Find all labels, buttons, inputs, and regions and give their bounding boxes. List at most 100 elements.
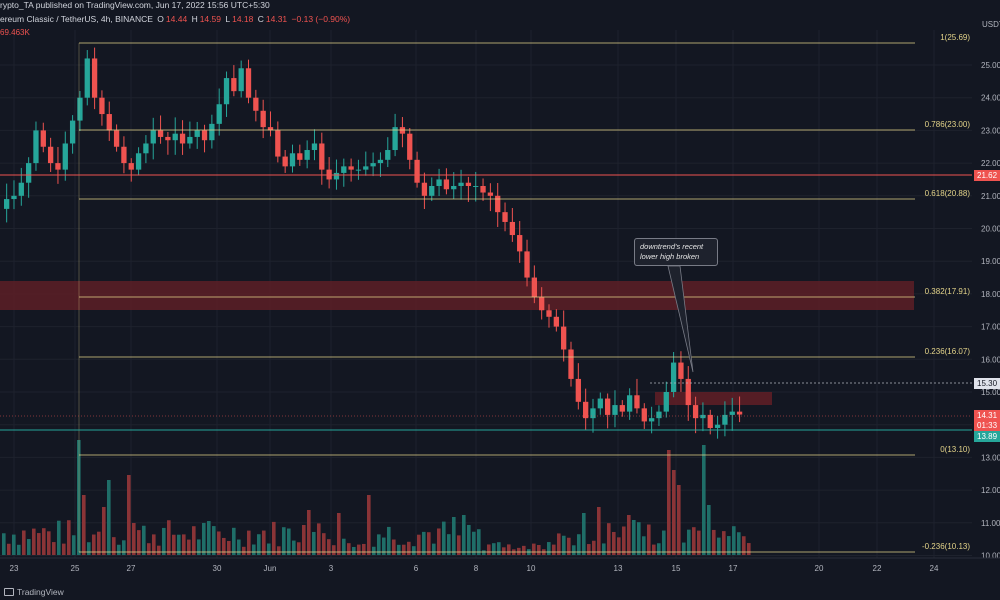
candle-body <box>612 405 618 415</box>
volume-bar <box>22 530 26 555</box>
volume-bar <box>232 527 236 555</box>
volume-bar <box>217 531 221 555</box>
time-axis-tick: 23 <box>10 564 19 573</box>
volume-bar <box>402 544 406 555</box>
candle-body <box>458 182 464 186</box>
volume-bar <box>132 523 136 555</box>
volume-bar <box>342 538 346 555</box>
volume-bar <box>607 523 611 555</box>
candle-body <box>348 166 354 170</box>
volume-bar <box>447 534 451 555</box>
volume-bar <box>577 534 581 555</box>
candle-body <box>77 97 83 121</box>
tradingview-logo[interactable]: TradingView <box>4 587 64 597</box>
fib-level-label: 0(13.10) <box>940 445 970 454</box>
volume-bar <box>622 526 626 555</box>
footer-bar: TradingView <box>0 586 1000 600</box>
candle-body <box>736 411 743 415</box>
candle-body <box>231 78 237 92</box>
candle-body <box>604 398 611 415</box>
fib-level-label: 0.382(17.91) <box>925 287 971 296</box>
candle-body <box>509 221 516 236</box>
volume-bar <box>2 533 6 555</box>
volume-bar <box>727 536 731 555</box>
volume-bar <box>47 531 51 555</box>
volume-bar <box>172 534 176 555</box>
volume-bar <box>92 534 96 555</box>
volume-bar <box>32 528 36 555</box>
volume-bar <box>222 537 226 555</box>
volume-bar <box>722 531 726 555</box>
volume-bar <box>52 542 56 555</box>
volume-bar <box>152 534 156 555</box>
volume-bar <box>732 526 736 555</box>
volume-bar <box>567 537 571 555</box>
candle-body <box>619 405 625 412</box>
volume-readout: 69.463K <box>0 28 30 37</box>
volume-bar <box>522 545 526 555</box>
price-axis-tick: 21.00 <box>981 192 1000 201</box>
volume-bar <box>397 544 401 555</box>
volume-bar <box>712 529 716 555</box>
volume-bar <box>417 534 421 555</box>
price-axis-tick: 13.00 <box>981 453 1000 462</box>
volume-bar <box>272 521 276 555</box>
candle-body <box>465 182 472 186</box>
volume-bar <box>422 531 426 555</box>
volume-bar <box>597 507 601 555</box>
candle-body <box>641 408 647 422</box>
time-axis-tick: 17 <box>729 564 738 573</box>
volume-bar <box>627 515 631 555</box>
publisher-text: rypto_TA published on TradingView.com, J… <box>0 0 270 10</box>
candle-body <box>451 185 457 190</box>
volume-bar <box>692 527 696 555</box>
candle-body <box>700 414 706 419</box>
candle-body <box>729 411 735 415</box>
callout-annotation[interactable]: downtrend's recent lower high broken <box>634 238 718 266</box>
volume-bar <box>617 537 621 555</box>
volume-bar <box>202 522 206 555</box>
volume-bar <box>57 520 61 555</box>
close-value: 14.31 <box>265 14 288 24</box>
candle-body <box>40 130 46 147</box>
volume-bar <box>427 532 431 555</box>
candle-body <box>663 392 669 412</box>
volume-bar <box>257 534 261 555</box>
time-axis-tick: 30 <box>213 564 222 573</box>
time-axis-tick: 27 <box>127 564 136 573</box>
high-value: 14.59 <box>199 14 221 24</box>
candle-body <box>165 136 171 141</box>
candle-body <box>150 130 156 144</box>
volume-bar <box>452 517 456 555</box>
volume-bar <box>467 524 471 555</box>
volume-bar <box>82 495 86 555</box>
symbol-name[interactable]: ereum Classic / TetherUS, 4h, BINANCE <box>0 14 153 24</box>
time-axis-tick: Jun <box>264 564 277 573</box>
volume-bar <box>242 546 246 555</box>
candle-body <box>370 163 376 167</box>
fib-level-label: 0.618(20.88) <box>925 189 971 198</box>
volume-bar <box>147 543 151 555</box>
fib-level-label: -0.236(10.13) <box>922 542 970 551</box>
price-axis-tick: 11.00 <box>981 519 1000 528</box>
red-line-price-badge: 21.62 <box>974 170 1000 181</box>
volume-bar <box>387 526 391 555</box>
candle-body <box>33 130 39 164</box>
volume-bar <box>702 445 706 555</box>
volume-bar <box>487 544 491 555</box>
volume-bar <box>157 545 161 555</box>
price-axis-tick: 23.00 <box>981 126 1000 135</box>
volume-bar <box>502 547 506 555</box>
volume-bar <box>197 539 201 555</box>
currency-label: USDT <box>982 20 1000 29</box>
volume-bar <box>167 520 171 555</box>
volume-bar <box>432 543 436 555</box>
volume-bar <box>72 535 76 555</box>
volume-bar <box>322 533 326 555</box>
candle-body <box>143 143 149 154</box>
volume-bar <box>112 537 116 555</box>
candle-body <box>18 182 24 196</box>
price-axis-tick: 20.00 <box>981 225 1000 234</box>
volume-bar <box>317 523 321 555</box>
